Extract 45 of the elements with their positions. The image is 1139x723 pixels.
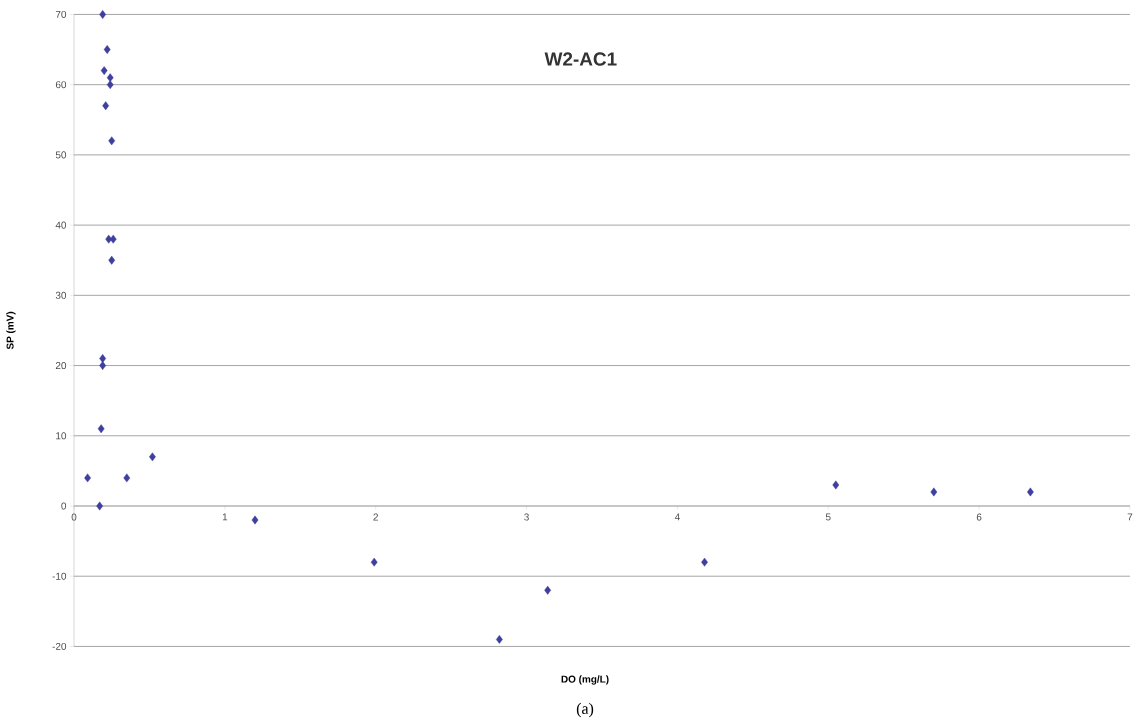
y-tick-label: -10 bbox=[52, 572, 67, 580]
x-tick-label: 1 bbox=[222, 513, 228, 521]
x-tick-label: 6 bbox=[976, 513, 982, 521]
point bbox=[544, 585, 552, 595]
point bbox=[701, 557, 708, 567]
x-tick-label: 7 bbox=[1127, 513, 1133, 521]
y-tick-label: -20 bbox=[52, 642, 67, 650]
x-tick-label: 4 bbox=[674, 513, 680, 521]
point bbox=[1027, 487, 1034, 497]
point bbox=[99, 10, 107, 19]
y-tick-label: 10 bbox=[56, 432, 67, 440]
x-tick-label: 5 bbox=[825, 513, 831, 521]
point bbox=[102, 101, 110, 111]
y-tick-label: 40 bbox=[55, 221, 67, 229]
y-tick-label: 70 bbox=[55, 10, 67, 18]
point bbox=[106, 73, 114, 83]
x-tick-label: 2 bbox=[373, 513, 378, 521]
text: W2-AC1 bbox=[544, 52, 617, 66]
point bbox=[832, 480, 840, 490]
point bbox=[496, 635, 503, 644]
point bbox=[123, 473, 131, 483]
text: (a) bbox=[576, 702, 594, 718]
y-tick-label: 0 bbox=[61, 502, 67, 510]
point bbox=[251, 515, 259, 525]
y-axis-title: SP (mV) bbox=[6, 311, 16, 350]
point bbox=[108, 255, 116, 265]
point bbox=[96, 501, 103, 511]
point bbox=[100, 66, 108, 76]
y-tick-label: 50 bbox=[55, 151, 67, 159]
point bbox=[97, 424, 105, 434]
y-tick-label: 60 bbox=[55, 81, 67, 89]
x-tick-label: 0 bbox=[71, 513, 77, 521]
point bbox=[84, 473, 91, 483]
point bbox=[149, 452, 156, 462]
point bbox=[106, 80, 114, 90]
point bbox=[370, 557, 378, 567]
x-axis-title: DO (mg/L) bbox=[561, 675, 609, 685]
point bbox=[109, 234, 117, 244]
point bbox=[930, 487, 938, 497]
y-tick-label: 20 bbox=[55, 362, 67, 370]
x-tick-label: 3 bbox=[524, 513, 529, 521]
point bbox=[108, 136, 116, 146]
point bbox=[99, 361, 107, 370]
point bbox=[103, 45, 111, 54]
y-tick-label: 30 bbox=[55, 291, 67, 299]
